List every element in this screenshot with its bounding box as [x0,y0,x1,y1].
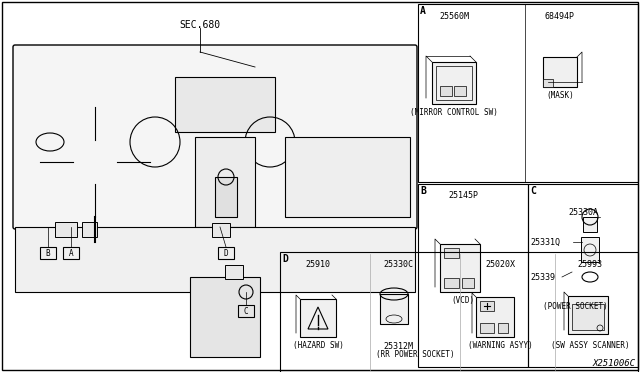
Bar [444,248,459,258]
Bar [568,296,608,334]
Bar [190,277,260,357]
Text: 25331Q: 25331Q [530,237,560,247]
Text: A: A [420,6,426,16]
Bar [440,244,480,292]
Bar [77,217,113,272]
Bar [238,305,254,317]
Bar [432,62,476,104]
Bar [280,252,638,372]
Bar [498,323,508,333]
Text: D: D [282,254,288,264]
Bar [40,247,56,259]
Text: (POWER SOCKET): (POWER SOCKET) [543,302,607,311]
Bar [82,222,97,237]
Text: (WARNING ASYY): (WARNING ASYY) [468,341,532,350]
Text: (MIRROR CONTROL SW): (MIRROR CONTROL SW) [410,108,498,117]
Bar [543,79,553,87]
Text: D: D [224,248,228,257]
Bar [55,222,77,237]
Text: 25560M: 25560M [439,12,469,21]
Bar [418,184,528,367]
Bar [480,301,494,311]
Text: SEC.680: SEC.680 [179,20,221,30]
Text: (HAZARD SW): (HAZARD SW) [292,341,344,350]
Bar [15,227,415,292]
Text: 25993: 25993 [577,260,602,269]
Text: 25312M: 25312M [383,342,413,351]
Bar [225,265,243,279]
Bar [440,86,452,96]
Text: 25145P: 25145P [448,191,478,200]
Bar [300,299,336,337]
Text: 25910: 25910 [305,260,330,269]
Bar [218,247,234,259]
Bar [444,278,459,288]
Bar [380,294,408,324]
Text: (MASK): (MASK) [546,91,574,100]
Bar [175,77,275,132]
Bar [215,177,237,217]
Text: 68494P: 68494P [545,12,575,21]
Text: X251006C: X251006C [593,359,636,368]
Text: (VCD): (VCD) [451,296,475,305]
Bar [583,217,597,232]
Bar [581,237,599,262]
Bar [285,137,410,217]
Text: 25330A: 25330A [568,208,598,217]
Text: (SW ASSY SCANNER): (SW ASSY SCANNER) [550,341,629,350]
Bar [462,278,474,288]
Bar [572,304,604,330]
Bar [195,137,255,227]
Bar [528,184,638,367]
Bar [418,4,638,182]
Text: C: C [244,307,248,315]
Text: B: B [45,248,51,257]
Bar [454,86,466,96]
Bar [212,223,230,237]
Text: 25020X: 25020X [485,260,515,269]
Text: (RR POWER SOCKET): (RR POWER SOCKET) [376,350,454,359]
Text: A: A [68,248,74,257]
Text: B: B [420,186,426,196]
Bar [436,66,472,100]
Bar [543,57,577,87]
FancyBboxPatch shape [13,45,417,229]
Bar [476,297,514,337]
Bar [480,323,494,333]
Bar [63,247,79,259]
Text: 25330C: 25330C [383,260,413,269]
Text: 25339: 25339 [530,273,555,282]
Text: C: C [530,186,536,196]
